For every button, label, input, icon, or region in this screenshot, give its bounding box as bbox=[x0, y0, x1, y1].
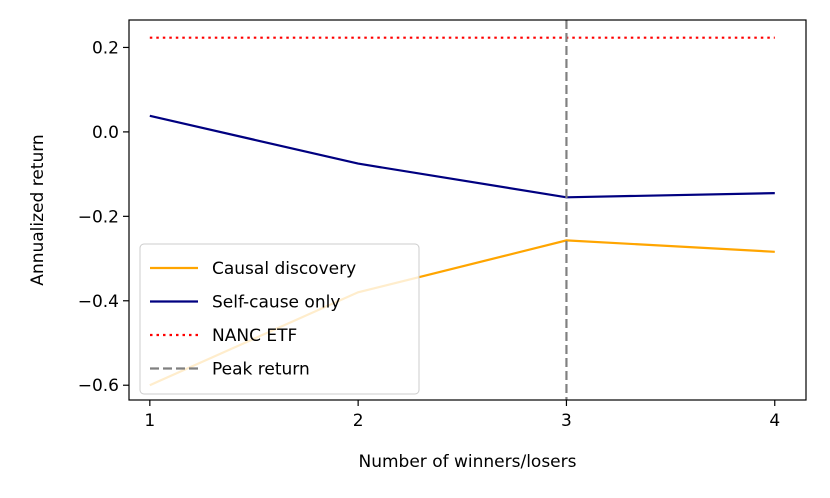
x-axis-ticks: 1 2 3 4 bbox=[144, 400, 780, 431]
plot-frame bbox=[128, 19, 807, 401]
y-axis-label: Annualized return bbox=[28, 134, 48, 285]
x-tick-label: 3 bbox=[561, 411, 572, 431]
y-tick-label: −0.6 bbox=[78, 376, 119, 396]
y-axis-ticks: 0.2 0.0 −0.2 −0.4 −0.6 bbox=[78, 38, 129, 396]
series-line-1 bbox=[149, 114, 775, 199]
y-tick-label: 0.0 bbox=[92, 123, 119, 143]
legend-box bbox=[139, 243, 420, 395]
legend-label: NANC ETF bbox=[212, 326, 297, 346]
legend-label: Peak return bbox=[212, 360, 310, 380]
y-tick-label: −0.2 bbox=[78, 207, 119, 227]
y-tick-label: −0.4 bbox=[78, 292, 119, 312]
x-axis-label: Number of winners/losers bbox=[359, 452, 577, 472]
x-tick-label: 2 bbox=[353, 411, 364, 431]
x-tick-label: 4 bbox=[769, 411, 780, 431]
legend-label: Self-cause only bbox=[212, 293, 340, 313]
legend-label: Causal discovery bbox=[212, 259, 356, 279]
x-tick-label: 1 bbox=[144, 411, 155, 431]
y-tick-label: 0.2 bbox=[92, 38, 119, 58]
legend: Causal discovery Self-cause only NANC ETF P… bbox=[139, 243, 420, 395]
